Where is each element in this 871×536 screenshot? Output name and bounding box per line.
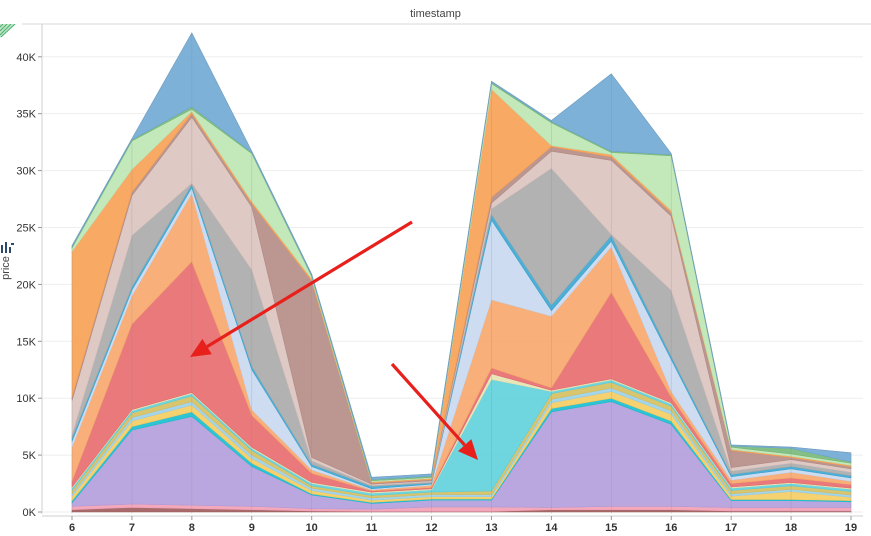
- y-tick-label: 20K: [16, 279, 36, 291]
- x-tick-label: 16: [665, 522, 677, 534]
- annotation-arrow-1: [190, 220, 413, 357]
- x-axis-title: timestamp: [410, 8, 461, 20]
- y-tick-label: 10K: [16, 393, 36, 405]
- x-tick-label: 17: [725, 522, 737, 534]
- y-tick-label: 30K: [16, 166, 36, 178]
- x-tick-label: 7: [129, 522, 135, 534]
- x-tick-label: 19: [845, 522, 857, 534]
- x-tick-label: 13: [485, 522, 497, 534]
- x-tick-label: 9: [249, 522, 255, 534]
- legend-toggle-icon[interactable]: [0, 240, 14, 254]
- striped-triangle-icon[interactable]: [0, 24, 16, 38]
- x-tick-label: 6: [69, 522, 75, 534]
- x-tick-label: 15: [605, 522, 617, 534]
- annotation-arrow-2: [390, 362, 478, 460]
- y-tick-label: 5K: [23, 450, 37, 462]
- y-tick-label: 25K: [16, 222, 36, 234]
- x-tick-label: 18: [785, 522, 797, 534]
- y-tick-label: 0K: [23, 507, 37, 519]
- series-line-20: [71, 32, 852, 478]
- y-tick-label: 35K: [16, 109, 36, 121]
- y-tick-label: 40K: [16, 52, 36, 64]
- x-tick-label: 12: [425, 522, 437, 534]
- x-tick-label: 11: [366, 522, 378, 534]
- x-tick-label: 14: [545, 522, 558, 534]
- x-tick-label: 10: [306, 522, 318, 534]
- x-tick-label: 8: [189, 522, 195, 534]
- y-tick-label: 15K: [16, 336, 36, 348]
- area-series-20: [71, 32, 852, 480]
